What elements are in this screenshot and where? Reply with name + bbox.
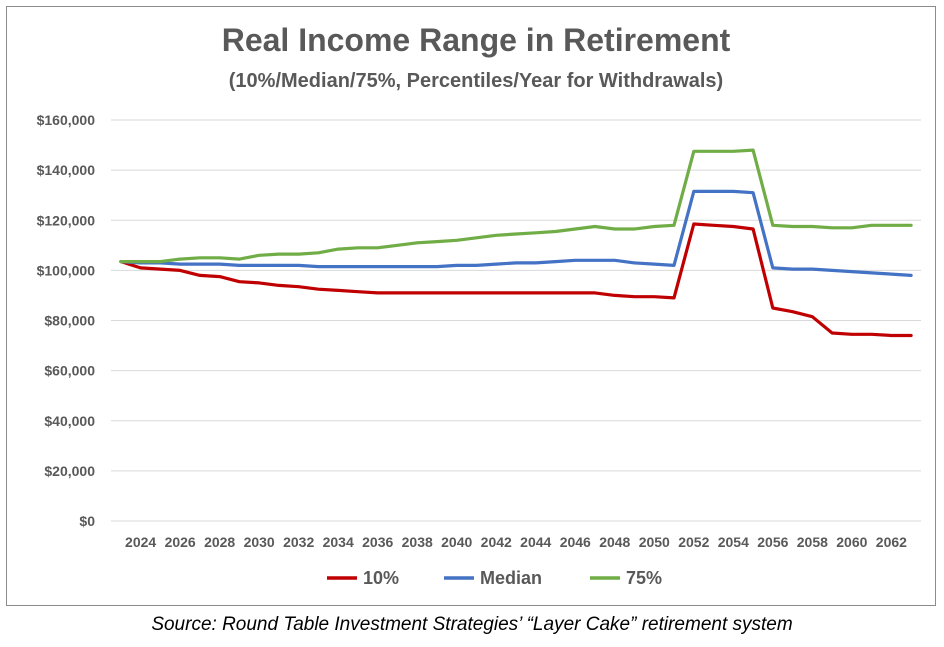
x-tick-label: 2056 xyxy=(757,534,788,550)
series-lines xyxy=(119,148,913,338)
series-line-10 xyxy=(119,222,913,338)
x-tick-label: 2026 xyxy=(165,534,196,550)
series-line-median xyxy=(119,189,913,277)
x-tick-label: 2058 xyxy=(797,534,828,550)
x-tick-label: 2062 xyxy=(876,534,907,550)
source-note: Source: Round Table Investment Strategie… xyxy=(151,614,793,635)
chart-frame: Real Income Range in Retirement (10%/Med… xyxy=(6,6,936,606)
y-tick-label: $80,000 xyxy=(44,313,95,329)
y-tick-label: $20,000 xyxy=(44,463,95,479)
x-tick-label: 2044 xyxy=(520,534,551,550)
x-tick-label: 2040 xyxy=(441,534,472,550)
y-axis-ticks: $0 $20,000 $40,000 $60,000 $80,000 $100,000 $1… xyxy=(37,112,96,529)
x-axis-ticks: 2024 2026 2028 2030 2032 2034 2036 2038 2040 2042… xyxy=(125,534,907,550)
y-tick-label: $60,000 xyxy=(44,363,95,379)
x-tick-label: 2048 xyxy=(599,534,630,550)
chart-title: Real Income Range in Retirement xyxy=(222,22,731,58)
y-tick-label: $100,000 xyxy=(37,262,96,278)
y-tick-label: $40,000 xyxy=(44,413,95,429)
x-tick-label: 2032 xyxy=(283,534,314,550)
x-tick-label: 2030 xyxy=(244,534,275,550)
x-tick-label: 2054 xyxy=(718,534,749,550)
legend-label: Median xyxy=(480,568,542,588)
x-tick-label: 2036 xyxy=(362,534,393,550)
x-tick-label: 2050 xyxy=(639,534,670,550)
series-line-75 xyxy=(119,148,913,264)
legend-label: 10% xyxy=(363,568,399,588)
x-tick-label: 2052 xyxy=(678,534,709,550)
legend-label: 75% xyxy=(626,568,662,588)
x-tick-label: 2034 xyxy=(323,534,354,550)
gridlines xyxy=(111,119,921,522)
x-tick-label: 2060 xyxy=(836,534,867,550)
y-tick-label: $160,000 xyxy=(37,112,96,128)
x-tick-label: 2046 xyxy=(560,534,591,550)
y-tick-label: $0 xyxy=(79,513,95,529)
y-tick-label: $120,000 xyxy=(37,212,96,228)
x-tick-label: 2024 xyxy=(125,534,156,550)
chart-subtitle: (10%/Median/75%, Percentiles/Year for Wi… xyxy=(229,70,723,92)
x-tick-label: 2042 xyxy=(481,534,512,550)
chart-svg: Real Income Range in Retirement (10%/Med… xyxy=(37,22,921,588)
x-tick-label: 2028 xyxy=(204,534,235,550)
x-tick-label: 2038 xyxy=(402,534,433,550)
legend: 10% Median 75% xyxy=(327,568,662,588)
y-tick-label: $140,000 xyxy=(37,162,96,178)
